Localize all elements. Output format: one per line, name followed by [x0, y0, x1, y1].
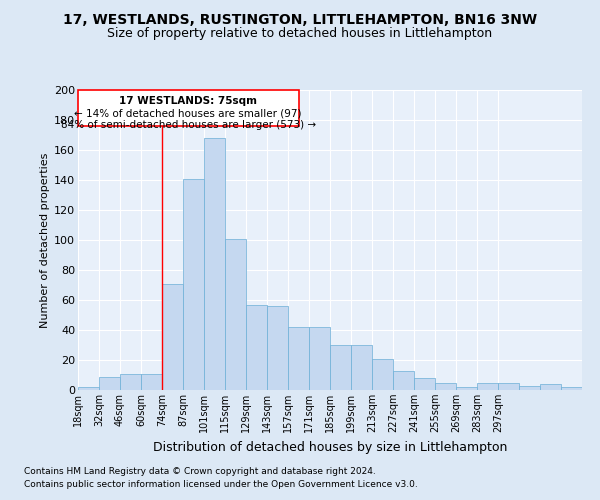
Text: 17 WESTLANDS: 75sqm: 17 WESTLANDS: 75sqm — [119, 96, 257, 106]
Bar — [288, 327, 309, 390]
Text: ← 14% of detached houses are smaller (97): ← 14% of detached houses are smaller (97… — [74, 108, 302, 118]
Bar — [372, 358, 393, 390]
Bar — [540, 384, 561, 390]
Bar — [225, 238, 246, 390]
Bar — [519, 386, 540, 390]
Text: Contains HM Land Registry data © Crown copyright and database right 2024.: Contains HM Land Registry data © Crown c… — [24, 467, 376, 476]
Bar — [183, 178, 204, 390]
Bar — [162, 284, 183, 390]
Bar — [246, 304, 267, 390]
Bar — [204, 138, 225, 390]
FancyBboxPatch shape — [78, 90, 299, 126]
Text: 84% of semi-detached houses are larger (573) →: 84% of semi-detached houses are larger (… — [61, 120, 316, 130]
Bar — [561, 387, 582, 390]
Bar — [477, 382, 498, 390]
Y-axis label: Number of detached properties: Number of detached properties — [40, 152, 50, 328]
Bar — [267, 306, 288, 390]
Text: 17, WESTLANDS, RUSTINGTON, LITTLEHAMPTON, BN16 3NW: 17, WESTLANDS, RUSTINGTON, LITTLEHAMPTON… — [63, 12, 537, 26]
Bar — [309, 327, 330, 390]
Bar — [393, 370, 414, 390]
Bar — [414, 378, 435, 390]
Bar — [141, 374, 162, 390]
Text: Contains public sector information licensed under the Open Government Licence v3: Contains public sector information licen… — [24, 480, 418, 489]
Bar — [99, 376, 120, 390]
Bar — [498, 382, 519, 390]
Bar — [456, 387, 477, 390]
Text: Size of property relative to detached houses in Littlehampton: Size of property relative to detached ho… — [107, 28, 493, 40]
Bar — [78, 387, 99, 390]
Bar — [120, 374, 141, 390]
Text: Distribution of detached houses by size in Littlehampton: Distribution of detached houses by size … — [153, 441, 507, 454]
Bar — [435, 382, 456, 390]
Bar — [330, 345, 351, 390]
Bar — [351, 345, 372, 390]
